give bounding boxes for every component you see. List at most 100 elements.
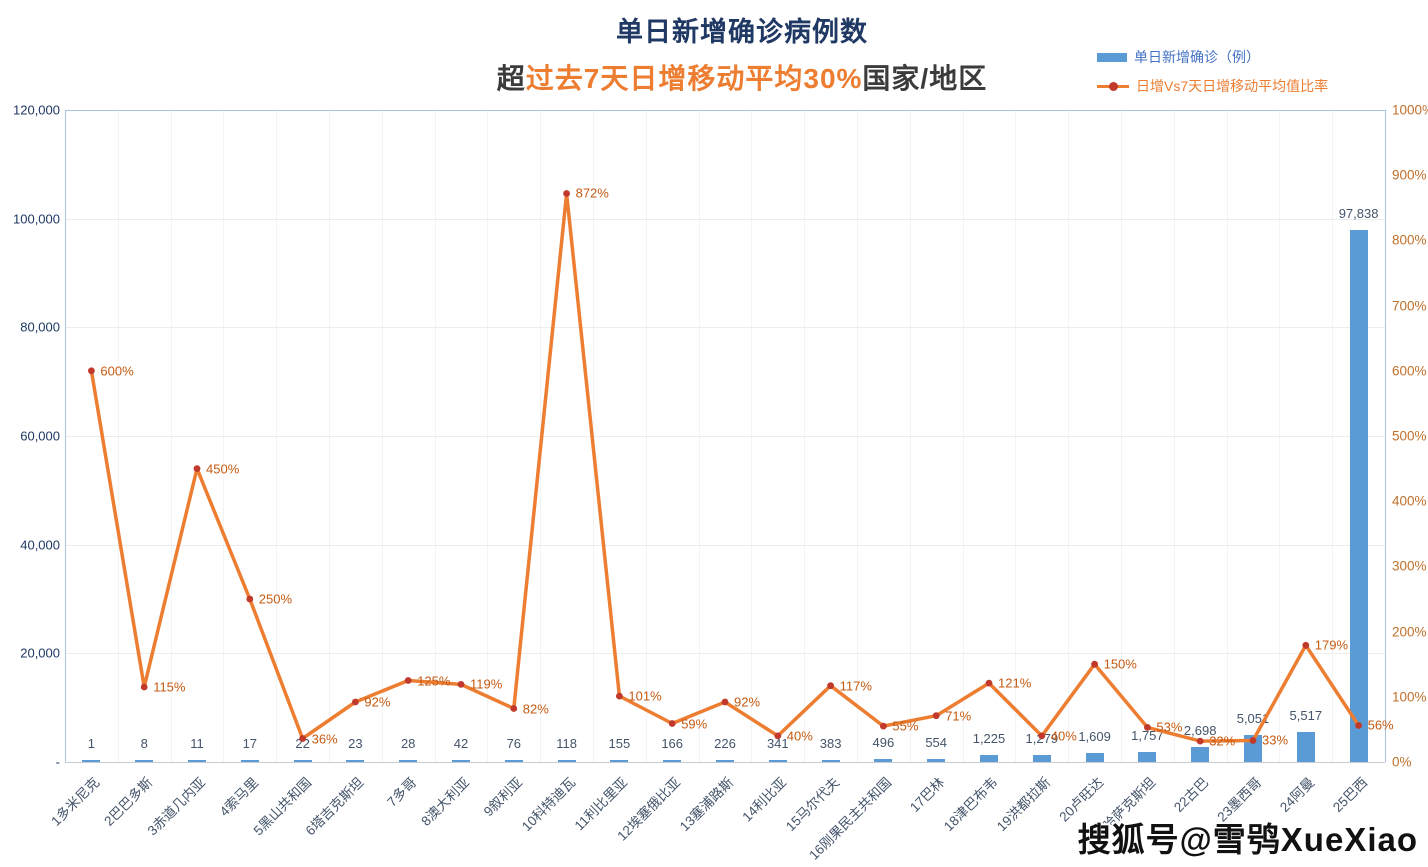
data-point-marker <box>246 595 254 603</box>
chart-title: 单日新增确诊病例数 <box>616 17 868 47</box>
percent-data-label: 71% <box>945 708 972 724</box>
bar <box>452 759 470 762</box>
bar-value-label: 1 <box>87 735 95 751</box>
left-axis-tick-label: 80,000 <box>20 319 60 335</box>
right-axis-tick-label: 300% <box>1392 558 1427 574</box>
percent-data-label: 40% <box>786 728 813 744</box>
legend: 单日新增确诊（例） 日增Vs7天日增移动平均值比率 <box>1097 46 1328 104</box>
bar-value-label: 97,838 <box>1338 206 1379 222</box>
right-axis-tick-label: 100% <box>1392 689 1427 705</box>
bar <box>768 759 787 762</box>
percent-data-label: 150% <box>1103 656 1137 672</box>
bar <box>240 759 259 762</box>
bar <box>1085 753 1104 762</box>
bar <box>1191 747 1210 762</box>
percent-data-label: 101% <box>628 688 662 704</box>
bar <box>82 759 101 762</box>
bar-value-label: 8 <box>140 735 148 751</box>
right-axis-tick-label: 800% <box>1392 232 1427 248</box>
legend-item-bars: 单日新增确诊（例） <box>1097 46 1328 68</box>
bar-value-label: 5,517 <box>1289 708 1323 724</box>
data-point-marker <box>880 722 887 730</box>
horizontal-gridline <box>65 327 1385 329</box>
data-point-marker <box>932 712 940 720</box>
percent-data-label: 600% <box>100 363 134 379</box>
data-point-marker <box>404 677 412 684</box>
bar <box>557 759 576 762</box>
bar <box>1138 752 1157 762</box>
bar <box>927 758 946 762</box>
percent-data-label: 32% <box>1209 733 1236 749</box>
percent-data-label: 117% <box>839 678 872 694</box>
chart-subtitle: 超过去7天日增移动平均30%国家/地区 <box>57 57 1427 97</box>
legend-label-bars: 单日新增确诊（例） <box>1134 49 1260 65</box>
subtitle-suffix: 国家/地区 <box>862 63 988 94</box>
data-point-marker <box>457 681 465 688</box>
bar <box>663 759 682 762</box>
data-point-marker <box>616 692 623 700</box>
bar <box>504 759 523 762</box>
data-point-marker <box>1302 641 1310 649</box>
right-axis-tick-label: 0% <box>1392 754 1412 770</box>
percent-data-label: 179% <box>1314 637 1349 653</box>
percent-data-label: 56% <box>1367 717 1394 733</box>
legend-item-line: 日增Vs7天日增移动平均值比率 <box>1097 75 1328 97</box>
percent-data-label: 82% <box>522 701 549 717</box>
left-axis-tick-label: 40,000 <box>20 537 60 553</box>
horizontal-gridline <box>65 653 1385 655</box>
data-point-marker <box>88 367 95 375</box>
right-axis-tick-label: 500% <box>1392 428 1427 444</box>
bar-swatch-icon <box>1097 52 1127 62</box>
percent-data-label: 119% <box>470 676 503 692</box>
right-axis-tick-label: 700% <box>1392 298 1427 314</box>
horizontal-gridline <box>65 218 1385 220</box>
horizontal-gridline <box>65 544 1385 546</box>
plot-border-right <box>1385 110 1386 762</box>
percent-data-label: 55% <box>892 718 919 734</box>
bar <box>1244 734 1262 762</box>
plot-border-top <box>65 110 1385 111</box>
bar <box>399 759 418 762</box>
data-point-marker <box>140 683 148 691</box>
percent-data-label: 53% <box>1156 719 1183 735</box>
bar <box>1032 755 1051 762</box>
title-block: 单日新增确诊病例数 超过去7天日增移动平均30%国家/地区 <box>57 10 1427 97</box>
right-axis-tick-label: 400% <box>1392 493 1427 509</box>
percent-data-label: 92% <box>734 694 761 710</box>
bar <box>716 759 734 762</box>
bar <box>874 759 893 762</box>
left-axis-tick-label: 120,000 <box>13 102 60 118</box>
data-point-marker <box>721 698 729 706</box>
left-axis-tick-label: 20,000 <box>20 645 60 661</box>
bar <box>135 759 154 762</box>
marker-dot-icon <box>1109 81 1118 91</box>
left-axis-tick-label: - <box>55 754 60 770</box>
left-axis-tick-label: 60,000 <box>20 428 60 444</box>
subtitle-prefix: 超 <box>496 63 526 94</box>
percent-data-label: 872% <box>575 185 609 201</box>
data-point-marker <box>563 190 570 197</box>
bar <box>610 759 629 762</box>
data-point-marker <box>1091 660 1098 668</box>
x-axis-line <box>65 762 1385 763</box>
horizontal-gridline <box>65 436 1385 437</box>
bar <box>188 759 206 762</box>
right-axis-tick-label: 900% <box>1392 167 1427 183</box>
percent-data-label: 121% <box>998 675 1032 691</box>
percent-data-label: 40% <box>1050 728 1077 744</box>
data-point-marker <box>510 705 518 712</box>
watermark: 搜狐号@雪鸮XueXiao <box>1077 821 1418 858</box>
bar <box>980 755 998 762</box>
plot-border-left <box>65 110 66 762</box>
legend-label-line: 日增Vs7天日增移动平均值比率 <box>1136 78 1329 94</box>
percent-data-label: 125% <box>417 673 451 688</box>
right-axis-tick-label: 600% <box>1392 363 1427 379</box>
percent-data-label: 92% <box>364 694 391 710</box>
subtitle-highlight: 过去7天日增移动平均30% <box>525 63 863 94</box>
bar <box>293 759 312 762</box>
right-axis-tick-label: 200% <box>1392 624 1427 640</box>
percent-data-label: 36% <box>311 731 338 747</box>
bar <box>346 759 365 762</box>
